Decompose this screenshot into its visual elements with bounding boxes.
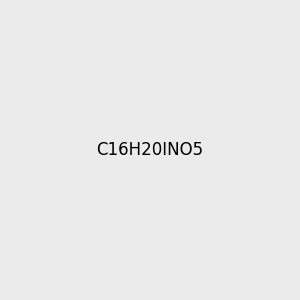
Text: C16H20INO5: C16H20INO5 (96, 141, 204, 159)
